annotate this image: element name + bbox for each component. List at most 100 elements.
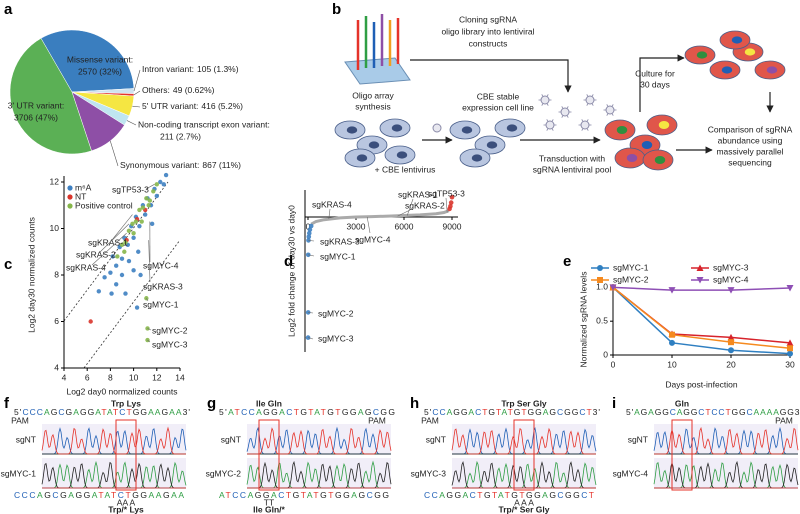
base: C: [286, 407, 292, 417]
base: A: [767, 407, 773, 417]
y-axis-label: Normalized sgRNA levels: [578, 272, 588, 368]
base: G: [365, 407, 372, 417]
edit-box: [671, 419, 693, 491]
base: C: [424, 490, 430, 500]
legend-label: Positive control: [75, 200, 133, 210]
point: [145, 326, 150, 331]
base: ': [632, 407, 634, 417]
base: 5: [14, 407, 19, 417]
nucleus: [346, 126, 358, 134]
point: [131, 235, 136, 240]
base: C: [475, 407, 481, 417]
base: A: [149, 490, 155, 500]
y-axis-label: Log2 fold change of day30 vs day0: [286, 205, 296, 337]
legend-label: sgMYC-1: [613, 262, 649, 272]
base: A: [307, 490, 313, 500]
base: T: [286, 490, 291, 500]
edit-box: [258, 419, 280, 491]
base: G: [382, 490, 389, 500]
base: C: [557, 490, 563, 500]
point: [306, 230, 312, 236]
leader-line: [307, 337, 314, 340]
leader-line: [99, 223, 130, 253]
diagram-text: constructs: [469, 38, 508, 48]
base: ': [598, 407, 600, 417]
base: G: [780, 407, 787, 417]
row-label: sgNT: [628, 434, 648, 444]
trace: [247, 427, 392, 455]
base: G: [655, 407, 662, 417]
base: G: [453, 407, 460, 417]
virus-spike: [561, 115, 564, 118]
slice-label: Others: 49 (0.62%): [142, 85, 215, 95]
base: T: [113, 407, 118, 417]
oligo-slide: [344, 57, 411, 85]
point-annotation: sgMYC-2: [152, 325, 188, 335]
point-annotation: sgTP53-3: [428, 188, 465, 198]
base: G: [572, 407, 579, 417]
base: G: [787, 407, 794, 417]
point-annotation: sgKRAS-2: [76, 249, 116, 259]
nucleus: [641, 141, 653, 149]
legend-label: m⁶A: [75, 182, 92, 192]
base: T: [226, 490, 231, 500]
point-annotation: sgKRAS-3: [320, 236, 360, 246]
base: T: [725, 407, 730, 417]
base: T: [235, 407, 240, 417]
base: G: [66, 407, 73, 417]
base: G: [461, 407, 468, 417]
point: [161, 182, 166, 187]
base: ': [188, 407, 190, 417]
marker: [669, 331, 675, 338]
base: G: [271, 407, 278, 417]
base: G: [641, 407, 648, 417]
trace: [41, 426, 186, 455]
base: G: [343, 490, 350, 500]
point: [146, 203, 151, 208]
base: G: [84, 490, 91, 500]
base: G: [662, 407, 669, 417]
nucleus: [368, 141, 380, 149]
point: [108, 270, 113, 275]
x-axis-label: Log2 day0 normalized counts: [66, 386, 177, 396]
slice-value-label: 211 (2.7%): [160, 131, 201, 141]
base: ': [225, 407, 227, 417]
base: A: [171, 490, 177, 500]
row-label: sgMYC-4: [613, 468, 649, 478]
slice-value-label: 3706 (47%): [14, 112, 58, 122]
panel-label: d: [284, 253, 293, 270]
base: T: [705, 407, 710, 417]
slice-label: Intron variant: 105 (1.3%): [142, 64, 239, 74]
marker: [787, 350, 793, 357]
leader-line: [91, 232, 127, 266]
point: [123, 291, 128, 296]
slice-value-label: 2570 (32%): [78, 66, 122, 76]
legend-label: sgMYC-2: [613, 274, 649, 284]
virus: [605, 105, 615, 115]
diagram-text: Cloning sgRNA: [459, 14, 517, 24]
point: [130, 221, 135, 227]
base: G: [320, 490, 327, 500]
x-tick-label: 20: [726, 359, 736, 369]
point: [123, 240, 128, 245]
slice-label: 3' UTR variant:: [8, 100, 64, 110]
base: G: [358, 490, 365, 500]
base: A: [463, 490, 469, 500]
nucleus: [506, 124, 518, 132]
base: 3: [795, 407, 800, 417]
base: A: [358, 407, 364, 417]
base: C: [432, 407, 438, 417]
base: G: [335, 490, 342, 500]
marker: [786, 285, 794, 292]
slice-category: 5' UTR variant:: [142, 101, 198, 111]
point-annotation: sgMYC-1: [320, 251, 356, 261]
series-line: [612, 286, 791, 355]
point: [126, 228, 132, 234]
virus-spike: [551, 128, 554, 131]
point-annotation: sgKRAS-3: [143, 281, 183, 291]
base: T: [505, 490, 510, 500]
point: [88, 319, 93, 324]
y-tick-label: 8: [54, 269, 59, 279]
sequence: CCAGGACTGTATGTGGAGCGGCT: [424, 490, 594, 500]
